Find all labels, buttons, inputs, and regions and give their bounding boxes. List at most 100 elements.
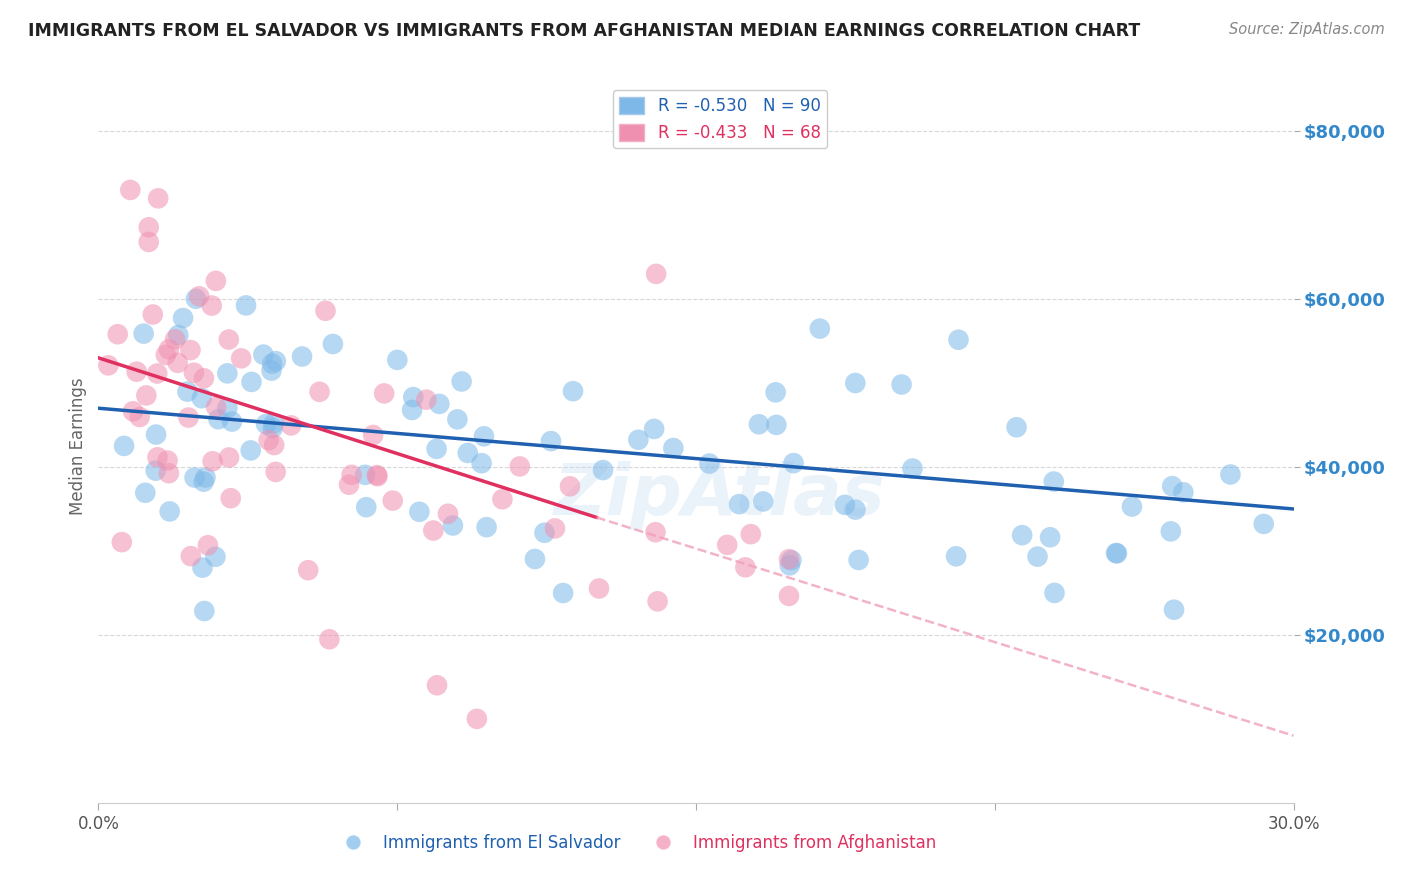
- Point: [201, 299, 224, 313]
- Point: [844, 376, 866, 390]
- Point: [217, 367, 239, 381]
- Point: [716, 538, 738, 552]
- Point: [252, 348, 274, 362]
- Point: [1161, 479, 1184, 493]
- Point: [778, 552, 800, 566]
- Point: [1160, 524, 1182, 539]
- Point: [111, 535, 134, 549]
- Legend: Immigrants from El Salvador, Immigrants from Afghanistan: Immigrants from El Salvador, Immigrants …: [330, 828, 942, 859]
- Point: [373, 386, 395, 401]
- Point: [157, 466, 180, 480]
- Point: [179, 343, 201, 357]
- Point: [782, 456, 804, 470]
- Point: [112, 439, 135, 453]
- Point: [848, 553, 870, 567]
- Point: [135, 388, 157, 402]
- Point: [183, 366, 205, 380]
- Point: [138, 220, 160, 235]
- Point: [381, 493, 404, 508]
- Point: [263, 438, 285, 452]
- Point: [1105, 546, 1128, 560]
- Point: [260, 363, 283, 377]
- Point: [240, 375, 263, 389]
- Point: [387, 352, 409, 367]
- Point: [263, 417, 285, 431]
- Point: [205, 400, 228, 414]
- Point: [340, 467, 363, 482]
- Point: [1163, 603, 1185, 617]
- Point: [1173, 485, 1195, 500]
- Point: [204, 549, 226, 564]
- Point: [125, 365, 148, 379]
- Point: [401, 403, 423, 417]
- Point: [193, 371, 215, 385]
- Point: [1121, 500, 1143, 514]
- Point: [97, 359, 120, 373]
- Point: [901, 461, 924, 475]
- Text: IMMIGRANTS FROM EL SALVADOR VS IMMIGRANTS FROM AFGHANISTAN MEDIAN EARNINGS CORRE: IMMIGRANTS FROM EL SALVADOR VS IMMIGRANT…: [28, 22, 1140, 40]
- Point: [1026, 549, 1049, 564]
- Point: [408, 505, 430, 519]
- Point: [948, 333, 970, 347]
- Point: [1039, 530, 1062, 544]
- Point: [1011, 528, 1033, 542]
- Point: [184, 292, 207, 306]
- Point: [752, 494, 775, 508]
- Point: [122, 404, 145, 418]
- Point: [699, 457, 721, 471]
- Point: [280, 418, 302, 433]
- Point: [1005, 420, 1028, 434]
- Point: [155, 348, 177, 362]
- Point: [427, 397, 450, 411]
- Point: [194, 470, 217, 484]
- Point: [844, 502, 866, 516]
- Point: [509, 459, 531, 474]
- Point: [138, 235, 160, 249]
- Point: [177, 410, 200, 425]
- Point: [426, 678, 449, 692]
- Point: [544, 521, 567, 535]
- Point: [533, 525, 555, 540]
- Point: [197, 538, 219, 552]
- Point: [315, 303, 337, 318]
- Point: [890, 377, 912, 392]
- Point: [337, 477, 360, 491]
- Point: [231, 351, 253, 366]
- Point: [254, 417, 277, 431]
- Point: [205, 274, 228, 288]
- Point: [366, 469, 388, 483]
- Point: [264, 354, 287, 368]
- Point: [457, 446, 479, 460]
- Point: [540, 434, 562, 449]
- Point: [356, 500, 378, 515]
- Point: [740, 527, 762, 541]
- Point: [191, 560, 214, 574]
- Point: [748, 417, 770, 432]
- Point: [415, 392, 437, 407]
- Point: [472, 429, 495, 443]
- Text: ZipAtlas: ZipAtlas: [554, 461, 886, 531]
- Point: [491, 492, 513, 507]
- Point: [291, 350, 314, 364]
- Point: [145, 427, 167, 442]
- Text: Source: ZipAtlas.com: Source: ZipAtlas.com: [1229, 22, 1385, 37]
- Point: [627, 433, 650, 447]
- Point: [201, 454, 224, 468]
- Point: [945, 549, 967, 564]
- Point: [523, 552, 546, 566]
- Point: [120, 183, 142, 197]
- Point: [644, 525, 666, 540]
- Point: [128, 410, 150, 425]
- Y-axis label: Median Earnings: Median Earnings: [69, 377, 87, 515]
- Point: [465, 712, 488, 726]
- Point: [765, 385, 787, 400]
- Point: [193, 475, 215, 489]
- Point: [592, 463, 614, 477]
- Point: [257, 433, 280, 447]
- Point: [553, 586, 575, 600]
- Point: [221, 415, 243, 429]
- Point: [262, 421, 284, 435]
- Point: [207, 412, 229, 426]
- Point: [264, 465, 287, 479]
- Point: [588, 582, 610, 596]
